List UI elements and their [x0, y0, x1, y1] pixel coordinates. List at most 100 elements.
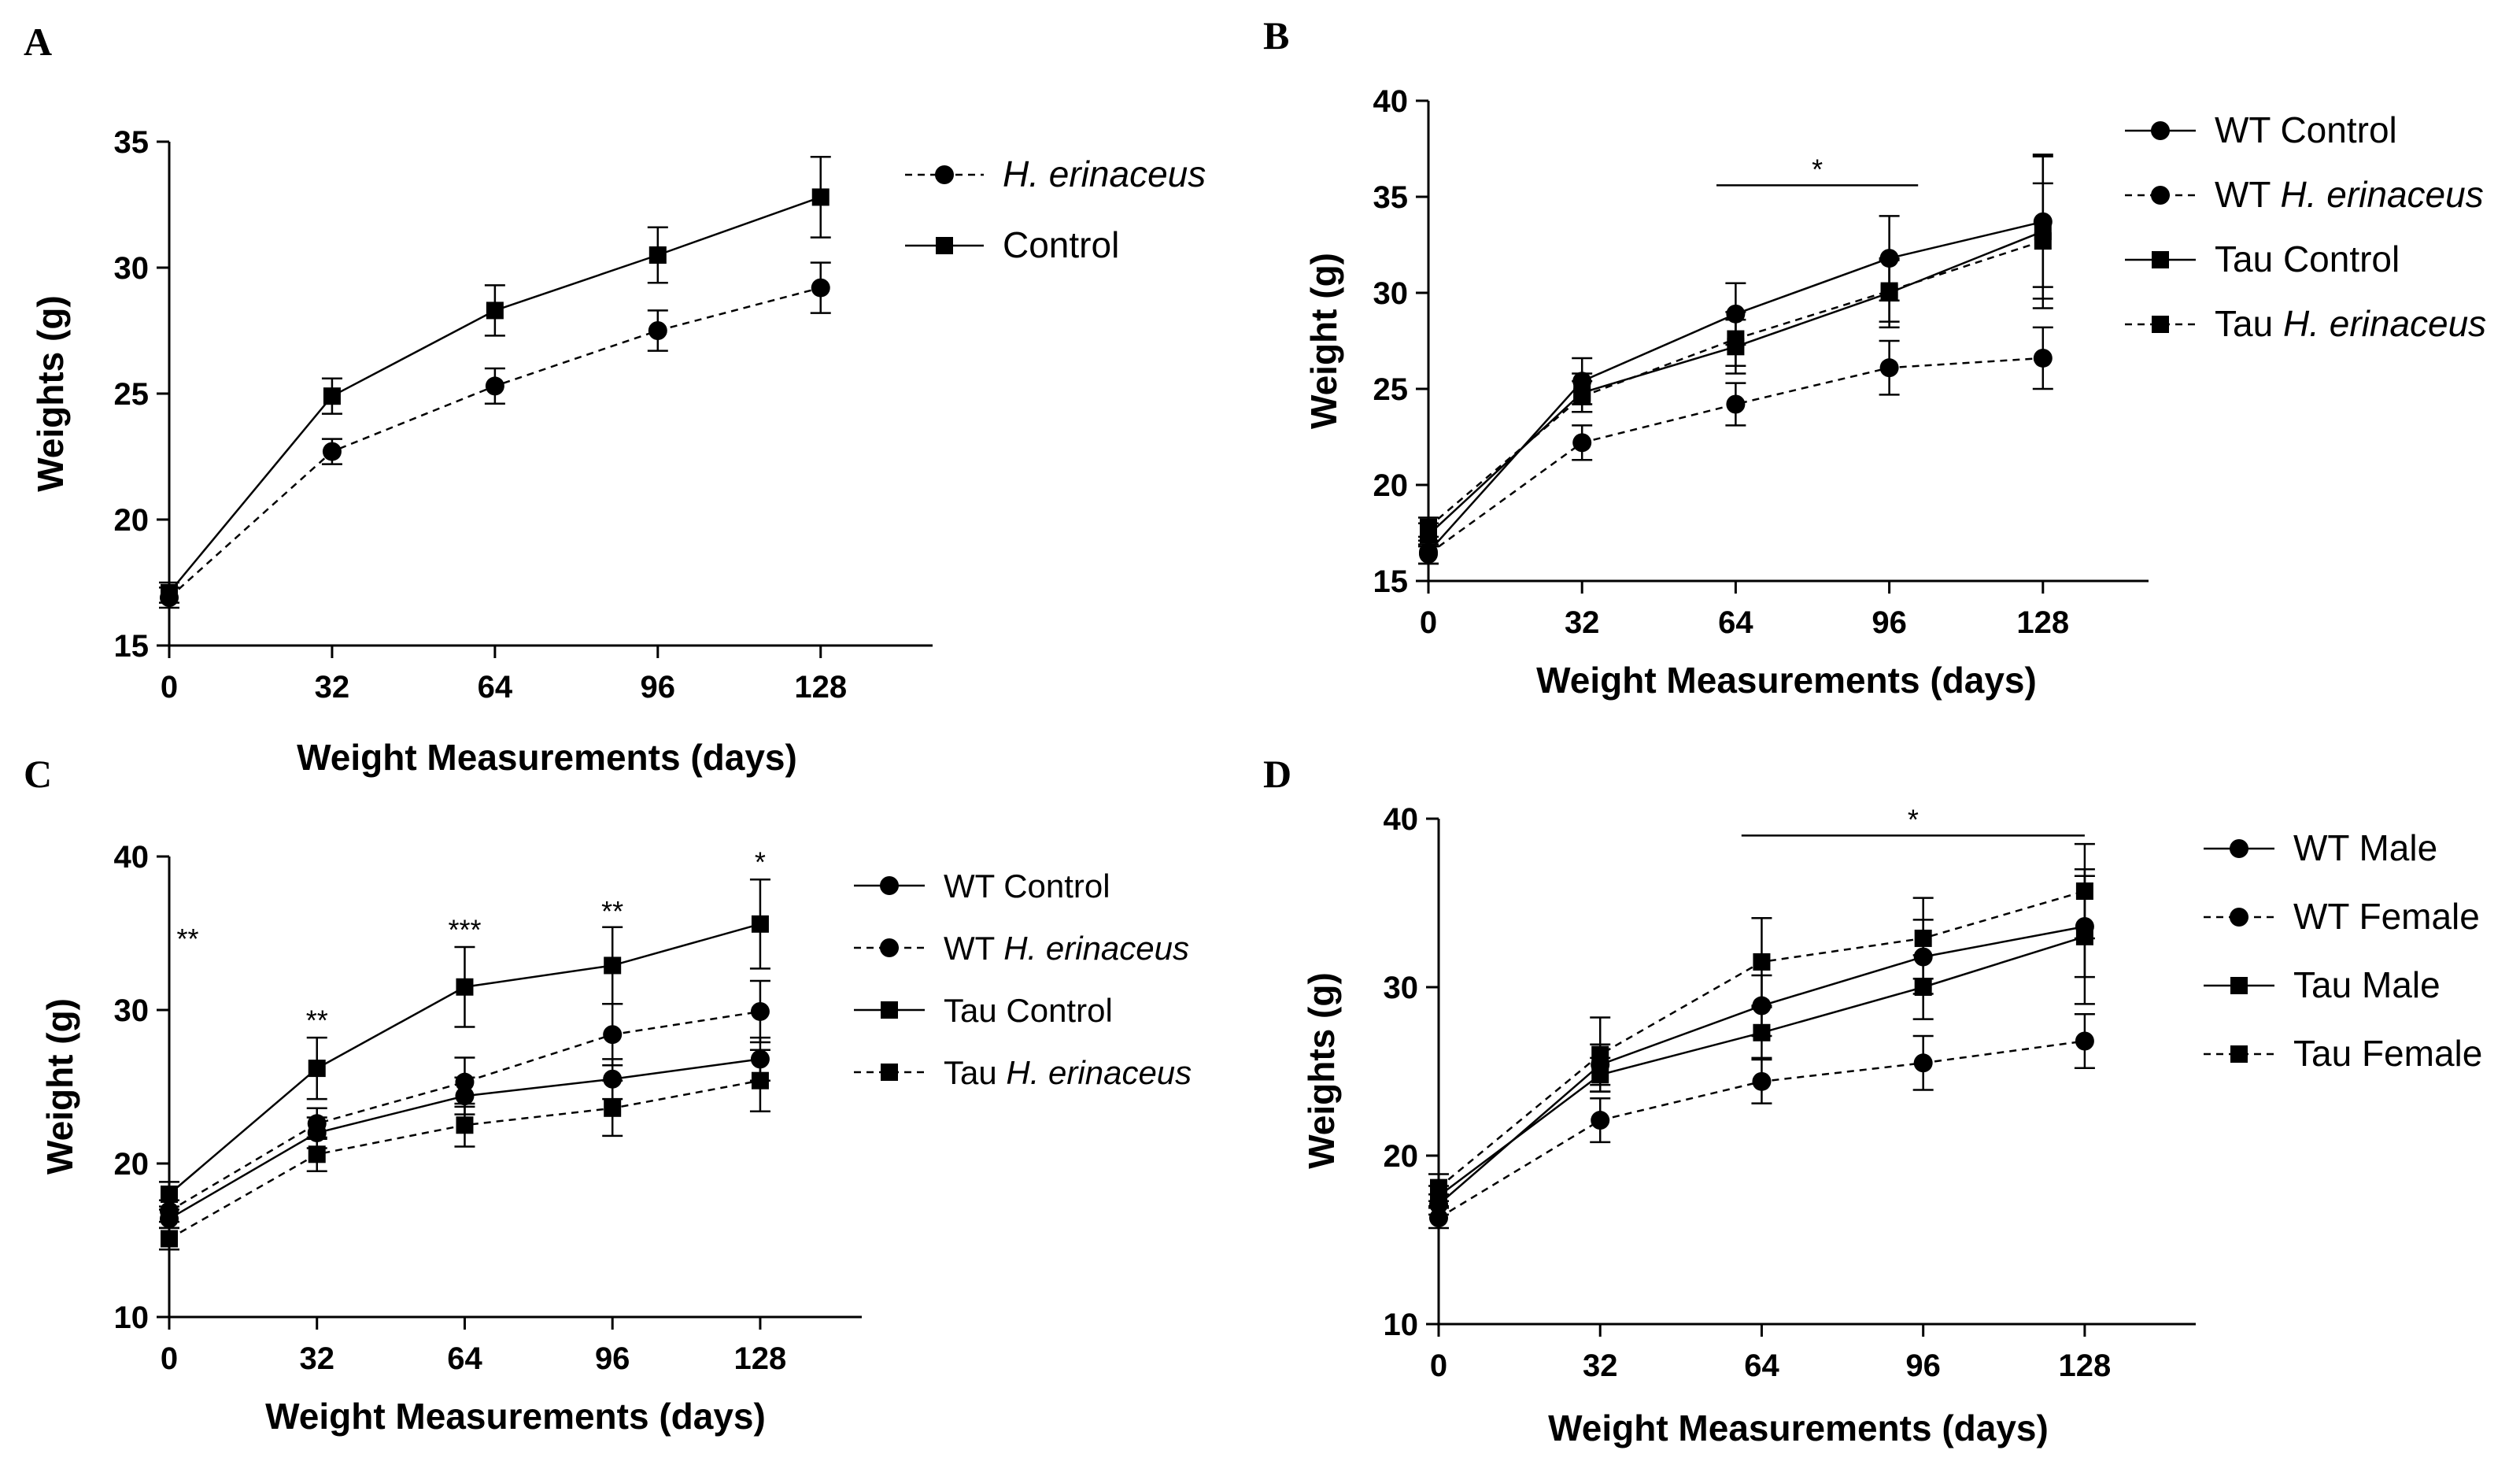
x-tick-label: 32	[299, 1341, 334, 1376]
data-point	[456, 1116, 474, 1134]
legend-label: WT Male	[2293, 827, 2437, 868]
series-tau-female	[1428, 842, 2095, 1203]
legend-label: H. erinaceus	[1003, 154, 1206, 194]
y-tick-label: 20	[114, 503, 150, 538]
data-point	[1726, 394, 1746, 414]
x-tick-label: 96	[1905, 1348, 1941, 1383]
legend-label-text: WT	[944, 930, 1003, 967]
data-point	[307, 1114, 327, 1134]
legend-label-italic: H. erinaceus	[1003, 930, 1189, 967]
legend-label-text: Tau Control	[2215, 239, 2400, 279]
significance-label: **	[601, 895, 623, 927]
legend-label: Tau H. erinaceus	[2215, 303, 2486, 344]
legend-item: Tau Control	[2125, 239, 2400, 279]
data-point	[1753, 1023, 1771, 1041]
x-tick-label: 32	[315, 670, 350, 705]
data-point	[308, 1060, 326, 1078]
legend-label: WT H. erinaceus	[2215, 174, 2484, 215]
legend-label: WT Female	[2293, 896, 2480, 937]
y-tick-label: 15	[1373, 564, 1409, 599]
panel-letter: A	[24, 20, 52, 64]
legend-marker	[935, 165, 954, 184]
y-tick-label: 15	[114, 629, 150, 664]
legend-marker	[2151, 186, 2170, 205]
y-tick-label: 30	[114, 251, 150, 286]
legend-marker	[881, 1001, 898, 1019]
legend-label: Control	[1003, 224, 1119, 265]
y-axis-title: Weight (g)	[1303, 253, 1344, 429]
data-point	[603, 1069, 623, 1089]
x-tick-label: 128	[2059, 1348, 2112, 1383]
data-point	[1879, 358, 1899, 378]
data-point	[1880, 282, 1898, 300]
data-point	[486, 302, 504, 320]
legend-item: WT Control	[2125, 109, 2397, 150]
legend-item: WT H. erinaceus	[854, 930, 1189, 967]
data-point	[1727, 330, 1745, 348]
data-point	[1591, 1111, 1610, 1130]
x-axis-title: Weight Measurements (days)	[265, 1396, 766, 1437]
y-tick-label: 20	[1384, 1139, 1419, 1174]
y-tick-label: 30	[114, 993, 150, 1028]
legend-item: WT Female	[2204, 896, 2480, 937]
legend-label-italic: H. erinaceus	[1003, 154, 1206, 194]
legend-label-text: WT	[2215, 174, 2280, 215]
data-point	[1591, 1045, 1609, 1064]
x-tick-label: 96	[595, 1341, 630, 1376]
data-point	[2034, 232, 2052, 250]
legend-marker	[880, 938, 899, 957]
data-point	[648, 246, 667, 264]
legend-item: Tau H. erinaceus	[854, 1054, 1192, 1091]
legend-item: Control	[905, 224, 1119, 265]
legend-marker	[2230, 977, 2248, 994]
y-tick-label: 10	[114, 1300, 150, 1335]
legend-marker	[2152, 251, 2169, 268]
data-point	[1420, 518, 1437, 536]
x-tick-label: 64	[478, 670, 513, 705]
y-axis-title: Weight (g)	[39, 998, 80, 1175]
panel-letter: D	[1263, 752, 1291, 796]
x-tick-label: 128	[734, 1341, 787, 1376]
legend-item: WT Control	[854, 868, 1110, 905]
x-tick-label: 96	[1872, 605, 1907, 640]
data-point	[1914, 979, 1932, 996]
x-tick-label: 0	[161, 670, 178, 705]
series-line	[1428, 357, 2043, 555]
data-point	[1429, 1208, 1448, 1228]
data-point	[811, 188, 830, 206]
significance-label: **	[176, 923, 198, 955]
y-axis-title: Weights (g)	[30, 295, 71, 492]
legend-label: WT H. erinaceus	[944, 930, 1189, 967]
legend-label-text: Tau Control	[944, 992, 1113, 1029]
legend-label-text: WT Control	[2215, 109, 2397, 150]
data-point	[1914, 929, 1932, 947]
x-tick-label: 32	[1565, 605, 1600, 640]
significance-label: *	[1812, 153, 1823, 185]
legend-label: WT Control	[944, 868, 1110, 905]
y-tick-label: 25	[114, 377, 150, 412]
data-point	[1430, 1178, 1447, 1197]
legend-item: Tau H. erinaceus	[2125, 303, 2486, 344]
legend-label-text: Tau Male	[2293, 964, 2441, 1005]
data-point	[2033, 348, 2053, 368]
chart-panel-c: C 10 20 30 40 0 32 64 96 128 Weight Measurements (…	[24, 752, 1192, 1437]
series-line	[168, 1010, 761, 1212]
legend-label: WT Control	[2215, 109, 2397, 150]
x-axis-title: Weight Measurements (days)	[1536, 660, 2037, 701]
significance-label: *	[1908, 803, 1919, 835]
series-control	[159, 155, 831, 604]
data-point	[455, 1072, 475, 1092]
y-tick-label: 20	[1373, 468, 1409, 503]
legend-marker	[880, 876, 899, 895]
legend-label-text: Tau	[944, 1054, 1006, 1091]
legend-label: Tau Control	[2215, 239, 2400, 279]
data-point	[322, 442, 342, 461]
x-tick-label: 128	[794, 670, 847, 705]
x-tick-label: 64	[447, 1341, 482, 1376]
series-tau-h-erinaceus	[159, 1049, 770, 1251]
x-tick-label: 0	[161, 1341, 178, 1376]
x-tick-label: 32	[1583, 1348, 1618, 1383]
legend-marker	[2230, 1045, 2248, 1063]
x-tick-label: 128	[2016, 605, 2069, 640]
data-point	[1752, 1071, 1772, 1091]
